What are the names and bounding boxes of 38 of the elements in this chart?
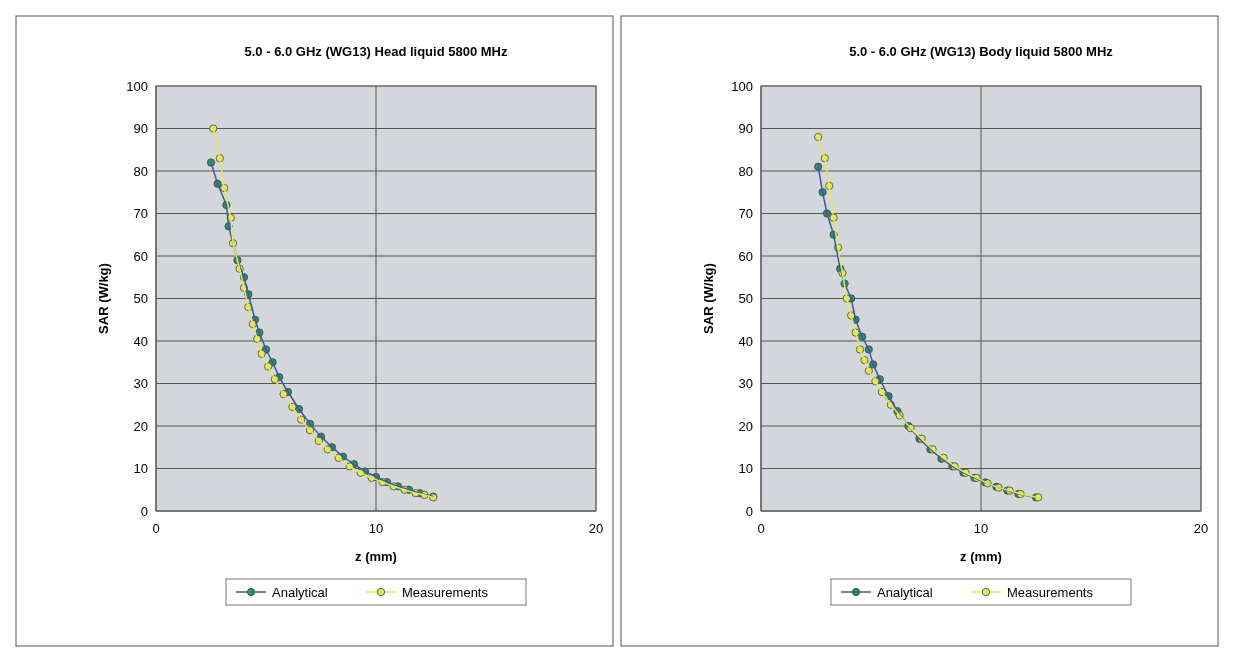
x-tick-label: 0 bbox=[757, 521, 765, 536]
x-tick-label: 10 bbox=[973, 521, 989, 536]
x-tick-label: 10 bbox=[368, 521, 384, 536]
x-tick-label: 20 bbox=[1193, 521, 1209, 536]
y-tick-label: 40 bbox=[738, 333, 753, 349]
y-tick-label: 40 bbox=[133, 333, 148, 349]
y-tick-label: 20 bbox=[738, 418, 753, 434]
chart-title: 5.0 - 6.0 GHz (WG13) Head liquid 5800 MHz bbox=[244, 44, 508, 59]
x-tick-label: 20 bbox=[588, 521, 604, 536]
y-tick-label: 0 bbox=[745, 503, 753, 519]
y-tick-label: 50 bbox=[738, 291, 753, 307]
y-tick-label: 60 bbox=[133, 248, 148, 264]
y-tick-label: 80 bbox=[133, 163, 148, 179]
y-tick-label: 100 bbox=[731, 78, 753, 94]
y-tick-label: 100 bbox=[126, 78, 148, 94]
y-tick-label: 0 bbox=[140, 503, 148, 519]
y-tick-label: 90 bbox=[738, 121, 753, 137]
legend-label: Analytical bbox=[272, 584, 328, 600]
y-tick-label: 30 bbox=[738, 376, 753, 392]
y-tick-label: 50 bbox=[133, 291, 148, 307]
y-tick-label: 20 bbox=[133, 418, 148, 434]
legend-label: Measurements bbox=[402, 584, 489, 600]
y-tick-label: 90 bbox=[133, 121, 148, 137]
legend-label: Measurements bbox=[1007, 584, 1094, 600]
legend-label: Analytical bbox=[877, 584, 933, 600]
x-axis-title: z (mm) bbox=[355, 549, 397, 564]
y-tick-label: 10 bbox=[133, 461, 148, 477]
y-tick-label: 10 bbox=[738, 461, 753, 477]
x-axis-title: z (mm) bbox=[960, 549, 1002, 564]
y-tick-label: 70 bbox=[133, 206, 148, 222]
y-tick-label: 60 bbox=[738, 248, 753, 264]
x-tick-label: 0 bbox=[152, 521, 160, 536]
y-axis-title: SAR (W/kg) bbox=[96, 263, 111, 334]
y-axis-title: SAR (W/kg) bbox=[701, 263, 716, 334]
y-tick-label: 30 bbox=[133, 376, 148, 392]
y-tick-label: 70 bbox=[738, 206, 753, 222]
y-tick-label: 80 bbox=[738, 163, 753, 179]
chart-title: 5.0 - 6.0 GHz (WG13) Body liquid 5800 MHz bbox=[849, 44, 1114, 59]
